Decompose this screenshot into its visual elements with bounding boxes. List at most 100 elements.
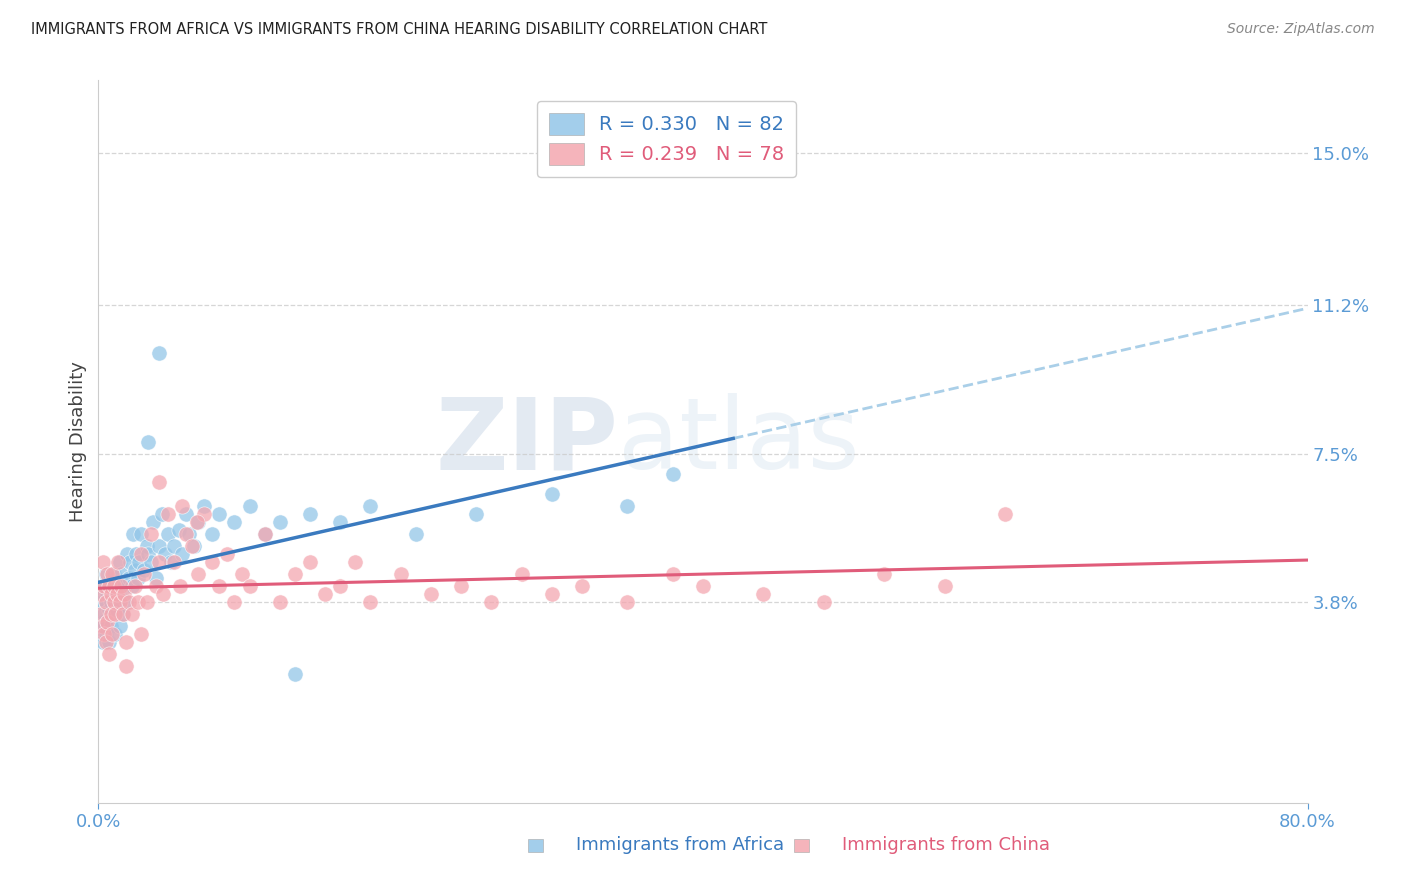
FancyBboxPatch shape — [527, 838, 543, 852]
Point — [181, 539, 204, 553]
Point — [344, 555, 367, 569]
Point — [90, 595, 112, 609]
Point — [111, 607, 134, 622]
Point — [152, 587, 174, 601]
Point — [136, 547, 159, 561]
Point — [994, 507, 1017, 521]
Point — [94, 595, 117, 609]
Point — [156, 526, 179, 541]
Point — [129, 627, 152, 641]
Point — [107, 555, 129, 569]
Point — [269, 595, 291, 609]
Point — [94, 627, 117, 641]
Point — [148, 346, 170, 360]
Point — [269, 515, 291, 529]
Point — [183, 539, 205, 553]
Point — [128, 555, 150, 569]
Point — [90, 607, 112, 622]
Point — [187, 567, 209, 582]
Point — [299, 507, 322, 521]
Point — [934, 579, 956, 593]
Point — [174, 507, 197, 521]
Point — [96, 615, 118, 630]
Point — [105, 587, 128, 601]
Point — [174, 526, 197, 541]
Point — [91, 619, 114, 633]
Point — [148, 539, 170, 553]
Point — [135, 595, 157, 609]
Point — [96, 615, 118, 630]
Point — [329, 515, 352, 529]
Point — [100, 571, 122, 585]
Point — [142, 515, 165, 529]
Point — [193, 507, 215, 521]
Point — [93, 627, 115, 641]
Point — [115, 547, 138, 561]
Point — [813, 595, 835, 609]
Point — [91, 587, 114, 601]
Point — [103, 567, 125, 582]
Point — [120, 555, 142, 569]
Text: Immigrants from China: Immigrants from China — [842, 836, 1050, 854]
Point — [129, 547, 152, 561]
Y-axis label: Hearing Disability: Hearing Disability — [69, 361, 87, 522]
Point — [89, 627, 111, 641]
Point — [107, 595, 129, 609]
Point — [101, 607, 124, 622]
Point — [510, 567, 533, 582]
Point — [127, 595, 149, 609]
Point — [91, 615, 114, 630]
Point — [104, 627, 127, 641]
Point — [661, 567, 683, 582]
Point — [239, 499, 262, 513]
Point — [360, 595, 382, 609]
Point — [98, 579, 121, 593]
Point — [145, 571, 167, 585]
Point — [91, 555, 114, 569]
Point — [420, 587, 443, 601]
Point — [156, 507, 179, 521]
Text: IMMIGRANTS FROM AFRICA VS IMMIGRANTS FROM CHINA HEARING DISABILITY CORRELATION C: IMMIGRANTS FROM AFRICA VS IMMIGRANTS FRO… — [31, 22, 768, 37]
Point — [110, 579, 132, 593]
Point — [124, 563, 146, 577]
Point — [114, 635, 136, 649]
Point — [125, 547, 148, 561]
Point — [122, 526, 145, 541]
Point — [132, 567, 155, 582]
Point — [110, 567, 132, 582]
Point — [114, 659, 136, 673]
Point — [163, 539, 186, 553]
Point — [540, 587, 562, 601]
Point — [284, 667, 307, 681]
Point — [127, 571, 149, 585]
Point — [94, 635, 117, 649]
Point — [193, 499, 215, 513]
Point — [110, 587, 132, 601]
Text: ZIP: ZIP — [436, 393, 619, 490]
Point — [98, 579, 121, 593]
Point — [224, 595, 246, 609]
Point — [661, 467, 683, 481]
Point — [389, 567, 412, 582]
Point — [103, 595, 125, 609]
Point — [150, 507, 173, 521]
Point — [540, 487, 562, 501]
Point — [314, 587, 336, 601]
Point — [170, 499, 193, 513]
Point — [360, 499, 382, 513]
FancyBboxPatch shape — [793, 838, 808, 852]
Point — [465, 507, 488, 521]
Point — [90, 619, 112, 633]
Point — [98, 648, 121, 662]
Point — [121, 607, 143, 622]
Point — [170, 547, 193, 561]
Point — [187, 515, 209, 529]
Point — [112, 579, 135, 593]
Point — [93, 579, 115, 593]
Point — [329, 579, 352, 593]
Point — [239, 579, 262, 593]
Point — [96, 567, 118, 582]
Point — [93, 579, 115, 593]
Point — [692, 579, 714, 593]
Point — [231, 567, 253, 582]
